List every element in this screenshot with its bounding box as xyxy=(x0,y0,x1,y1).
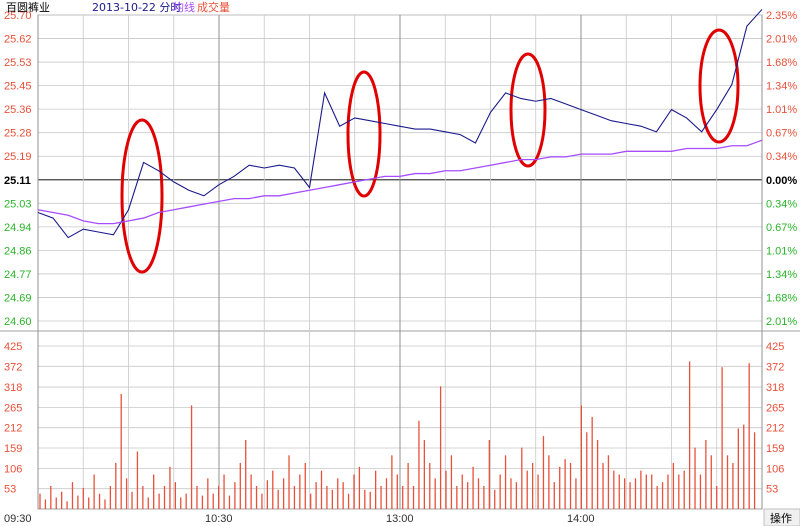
price-tick-label: 24.94 xyxy=(4,222,32,234)
volume-tick-label: 425 xyxy=(4,341,22,353)
operate-button-bg[interactable] xyxy=(763,508,800,526)
pct-tick-label: 0.34% xyxy=(766,198,797,210)
volume-tick-label-right: 372 xyxy=(766,361,784,373)
volume-tick-label-right: 318 xyxy=(766,382,784,394)
legend-volume: 成交量 xyxy=(197,0,230,14)
price-tick-label: 25.53 xyxy=(4,57,32,69)
stock-name: 百圆裤业 xyxy=(6,0,50,14)
highlight-ellipse xyxy=(509,52,547,168)
pct-tick-label: 1.68% xyxy=(766,292,797,304)
pct-tick-label: 1.68% xyxy=(766,57,797,69)
pct-tick-label: 1.34% xyxy=(766,269,797,281)
pct-tick-label: 0.00% xyxy=(766,175,797,187)
volume-tick-label-right: 425 xyxy=(766,341,784,353)
volume-tick-label: 265 xyxy=(4,402,22,414)
pct-tick-label: 0.67% xyxy=(766,222,797,234)
pct-tick-label: 2.01% xyxy=(766,316,797,328)
time-tick-label: 09:30 xyxy=(4,513,32,525)
price-line xyxy=(37,9,763,239)
price-tick-label: 25.19 xyxy=(4,151,32,163)
pct-tick-label: 0.67% xyxy=(766,128,797,140)
average-line xyxy=(37,139,763,225)
pct-tick-label: 2.35% xyxy=(766,10,797,22)
pct-tick-label: 1.34% xyxy=(766,81,797,93)
price-tick-label: 25.03 xyxy=(4,198,32,210)
price-tick-label: 24.86 xyxy=(4,245,32,257)
time-tick-label: 13:00 xyxy=(386,513,414,525)
time-tick-label: 10:30 xyxy=(205,513,233,525)
volume-tick-label: 372 xyxy=(4,361,22,373)
highlight-ellipse xyxy=(120,118,164,274)
axis-labels: 25.70 2.35% 25.62 2.01% 25.53 1.68% 25.45 1.34%… xyxy=(4,10,797,525)
volume-tick-label: 106 xyxy=(4,463,22,475)
volume-tick-label: 318 xyxy=(4,382,22,394)
price-tick-label: 25.62 xyxy=(4,34,32,46)
highlight-ellipse xyxy=(698,28,740,144)
price-tick-label: 25.28 xyxy=(4,128,32,140)
price-lines xyxy=(37,9,763,239)
annotation-layer xyxy=(120,28,740,274)
volume-tick-label-right: 106 xyxy=(766,463,784,475)
operate-button[interactable]: 操作 xyxy=(770,511,792,525)
volume-tick-label-right: 159 xyxy=(766,443,784,455)
volume-tick-label: 53 xyxy=(4,484,16,496)
price-tick-label: 24.69 xyxy=(4,292,32,304)
volume-bars xyxy=(39,361,756,509)
volume-tick-label-right: 53 xyxy=(766,484,778,496)
volume-tick-label: 159 xyxy=(4,443,22,455)
volume-tick-label-right: 212 xyxy=(766,423,784,435)
pct-tick-label: 0.34% xyxy=(766,151,797,163)
highlight-ellipse xyxy=(346,70,382,198)
price-tick-label: 25.11 xyxy=(4,175,31,187)
price-tick-label: 25.36 xyxy=(4,104,32,116)
pct-tick-label: 1.01% xyxy=(766,104,797,116)
price-tick-label: 25.45 xyxy=(4,81,32,93)
price-tick-label: 24.60 xyxy=(4,316,32,328)
pct-tick-label: 2.01% xyxy=(766,34,797,46)
volume-tick-label-right: 265 xyxy=(766,402,784,414)
legend-avg: 均线 xyxy=(173,0,195,14)
volume-tick-label: 212 xyxy=(4,423,22,435)
price-tick-label: 25.70 xyxy=(4,10,32,22)
grid xyxy=(0,14,800,510)
price-tick-label: 24.77 xyxy=(4,269,32,281)
time-tick-label: 14:00 xyxy=(567,513,595,525)
pct-tick-label: 1.01% xyxy=(766,245,797,257)
date-mode: 2013-10-22 分时 xyxy=(92,1,181,14)
